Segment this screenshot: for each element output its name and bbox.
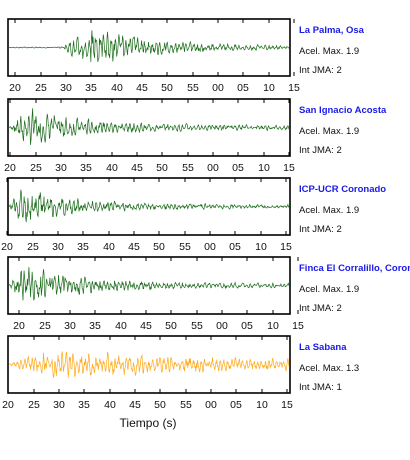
x-tick-label: 00 <box>204 241 216 253</box>
panel-frame <box>7 98 291 157</box>
x-tick-label: 45 <box>129 399 141 411</box>
x-tick-label: 50 <box>156 162 168 174</box>
x-tick-label: 35 <box>85 82 97 94</box>
waveform-line <box>8 351 290 378</box>
x-tick-label: 45 <box>131 162 143 174</box>
int-jma-label: Int JMA: 1 <box>299 382 342 393</box>
station-name: ICP-UCR Coronado <box>299 184 386 195</box>
station-panel: 20 25 30 35 40 45 50 55 00 05 10 15 ICP-UCR Coronado… <box>1 177 386 253</box>
x-tick-label: 00 <box>207 162 219 174</box>
x-tick-label: 55 <box>180 399 192 411</box>
x-tick-label: 10 <box>255 241 267 253</box>
x-tick-label: 10 <box>258 162 270 174</box>
x-tick-label: 25 <box>35 82 47 94</box>
station-panel: 20 25 30 35 40 45 50 55 00 05 10 15 La Sabana Acel. M… <box>2 335 359 411</box>
x-tick-label: 55 <box>191 320 203 332</box>
acel-max-label: Acel. Max. 1.9 <box>299 205 359 216</box>
x-tick-label: 55 <box>187 82 199 94</box>
station-name: La Palma, Osa <box>299 25 365 36</box>
x-tick-label: 00 <box>212 82 224 94</box>
x-tick-label: 20 <box>2 399 14 411</box>
x-tick-label: 50 <box>161 82 173 94</box>
x-tick-label: 15 <box>281 399 293 411</box>
x-tick-label: 35 <box>80 162 92 174</box>
x-tick-label: 30 <box>53 399 65 411</box>
acel-max-label: Acel. Max. 1.9 <box>299 126 359 137</box>
x-tick-label: 45 <box>128 241 140 253</box>
station-name: La Sabana <box>299 342 347 353</box>
x-tick-label: 15 <box>283 162 295 174</box>
x-tick-label: 35 <box>78 399 90 411</box>
acel-max-label: Acel. Max. 1.3 <box>299 363 359 374</box>
x-tick-label: 05 <box>241 320 253 332</box>
int-jma-label: Int JMA: 2 <box>299 224 342 235</box>
x-tick-label: 40 <box>106 162 118 174</box>
x-tick-label: 50 <box>165 320 177 332</box>
x-tick-label: 45 <box>136 82 148 94</box>
station-panel: 20 25 30 35 40 45 50 55 00 05 10 15 San Ignacio Acos… <box>4 98 387 174</box>
x-tick-label: 05 <box>230 399 242 411</box>
station-panel: 20 25 30 35 40 45 50 55 00 05 10 15 Finca El Corrali… <box>7 256 410 332</box>
x-tick-label: 35 <box>89 320 101 332</box>
int-jma-label: Int JMA: 2 <box>299 65 342 76</box>
x-tick-label: 20 <box>9 82 21 94</box>
x-tick-label: 10 <box>256 399 268 411</box>
panels-group: 20 25 30 35 40 45 50 55 00 05 10 15 La Palma, Osa Ace… <box>1 18 410 411</box>
waveform-line <box>8 30 290 63</box>
x-tick-label: 40 <box>104 399 116 411</box>
station-panel: 20 25 30 35 40 45 50 55 00 05 10 15 La Palma, Osa Ace… <box>7 18 365 94</box>
int-jma-label: Int JMA: 2 <box>299 145 342 156</box>
acel-max-label: Acel. Max. 1.9 <box>299 46 359 57</box>
station-name: San Ignacio Acosta <box>299 105 387 116</box>
acel-max-label: Acel. Max. 1.9 <box>299 284 359 295</box>
int-jma-label: Int JMA: 2 <box>299 303 342 314</box>
x-tick-label: 05 <box>237 82 249 94</box>
x-tick-label: 55 <box>182 162 194 174</box>
x-tick-label: 05 <box>232 162 244 174</box>
x-tick-label: 30 <box>60 82 72 94</box>
x-tick-label: 40 <box>103 241 115 253</box>
x-tick-label: 00 <box>216 320 228 332</box>
x-tick-label: 30 <box>52 241 64 253</box>
x-tick-label: 40 <box>111 82 123 94</box>
x-tick-label: 10 <box>267 320 279 332</box>
station-name: Finca El Corralillo, Coronado <box>299 263 410 274</box>
x-tick-label: 25 <box>30 162 42 174</box>
x-tick-label: 25 <box>28 399 40 411</box>
x-tick-label: 15 <box>288 82 300 94</box>
x-tick-label: 05 <box>229 241 241 253</box>
x-tick-label: 50 <box>153 241 165 253</box>
x-tick-label: 30 <box>64 320 76 332</box>
x-tick-label: 40 <box>115 320 127 332</box>
waveform-line <box>8 267 290 301</box>
x-tick-label: 15 <box>292 320 304 332</box>
x-tick-label: 35 <box>77 241 89 253</box>
x-tick-label: 30 <box>55 162 67 174</box>
x-tick-label: 45 <box>140 320 152 332</box>
x-tick-label: 15 <box>280 241 292 253</box>
x-tick-label: 55 <box>179 241 191 253</box>
x-tick-label: 20 <box>4 162 16 174</box>
x-tick-label: 20 <box>13 320 25 332</box>
x-tick-label: 10 <box>263 82 275 94</box>
x-axis-title: Tiempo (s) <box>120 416 177 430</box>
x-tick-label: 00 <box>205 399 217 411</box>
x-tick-label: 20 <box>1 241 13 253</box>
x-tick-label: 25 <box>27 241 39 253</box>
x-tick-label: 25 <box>39 320 51 332</box>
waveform-line <box>8 189 290 223</box>
x-tick-label: 50 <box>154 399 166 411</box>
waveform-line <box>8 108 290 145</box>
